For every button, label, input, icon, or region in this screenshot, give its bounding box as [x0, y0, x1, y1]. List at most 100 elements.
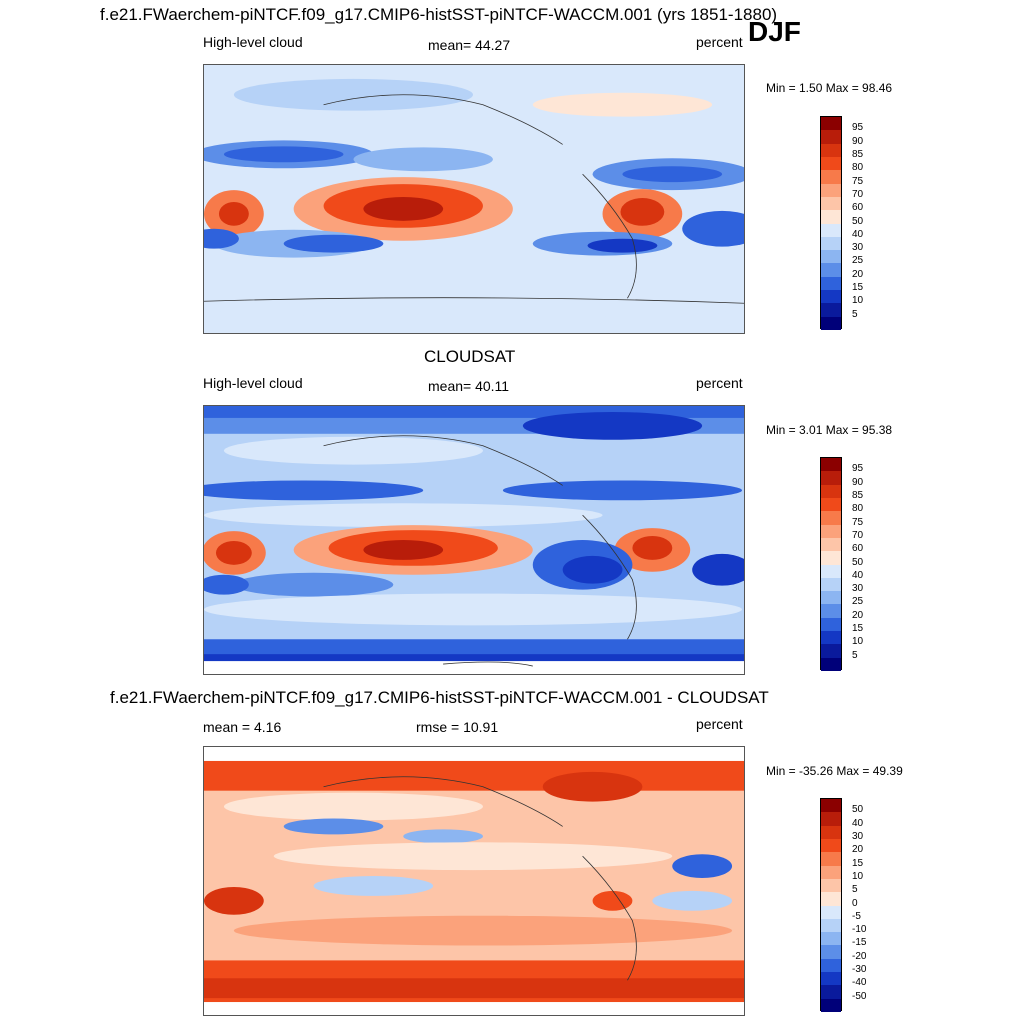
- panel2-colorbar: [820, 457, 842, 671]
- colorbar-label: 40: [852, 817, 864, 829]
- colorbar-label: 5: [852, 649, 858, 661]
- colorbar-cell: [821, 812, 841, 826]
- panel2-mean: mean= 40.11: [428, 378, 510, 394]
- colorbar-label: 85: [852, 489, 864, 501]
- panel1-colorbar: [820, 116, 842, 330]
- colorbar-label: -30: [852, 964, 867, 976]
- colorbar-label: 90: [852, 476, 864, 488]
- figure-title: f.e21.FWaerchem-piNTCF.f09_g17.CMIP6-his…: [100, 5, 778, 24]
- colorbar-cell: [821, 183, 841, 197]
- panel3-map: [203, 746, 745, 1016]
- colorbar-cell: [821, 471, 841, 485]
- colorbar-cell: [821, 852, 841, 866]
- panel1-variable: High-level cloud: [203, 34, 303, 50]
- colorbar-label: 10: [852, 636, 864, 648]
- colorbar-label: 20: [852, 844, 864, 856]
- colorbar-cell: [821, 564, 841, 578]
- colorbar-cell: [821, 631, 841, 645]
- colorbar-label: 5: [852, 884, 858, 896]
- colorbar-cell: [821, 156, 841, 171]
- colorbar-cell: [821, 130, 841, 144]
- colorbar-label: 10: [852, 295, 864, 307]
- colorbar-cell: [821, 838, 841, 853]
- colorbar-cell: [821, 905, 841, 919]
- colorbar-label: 30: [852, 242, 864, 254]
- colorbar-label: -15: [852, 937, 867, 949]
- panel3-rmse: rmse = 10.91: [416, 719, 499, 735]
- colorbar-label: 90: [852, 135, 864, 147]
- colorbar-label: 75: [852, 175, 864, 187]
- colorbar-label: 50: [852, 556, 864, 568]
- panel3-colorbar: [820, 798, 842, 1012]
- colorbar-label: 10: [852, 870, 864, 882]
- colorbar-cell: [821, 497, 841, 512]
- colorbar-label: 15: [852, 623, 864, 635]
- colorbar-cell: [821, 524, 841, 538]
- colorbar-cell: [821, 210, 841, 224]
- colorbar-label: 95: [852, 463, 864, 475]
- colorbar-cell: [821, 223, 841, 237]
- colorbar-cell: [821, 250, 841, 264]
- colorbar-label: 50: [852, 215, 864, 227]
- colorbar-label: -5: [852, 910, 861, 922]
- colorbar-label: 70: [852, 188, 864, 200]
- colorbar-label: 70: [852, 529, 864, 541]
- colorbar-cell: [821, 537, 841, 552]
- colorbar-label: 60: [852, 543, 864, 555]
- colorbar-cell: [821, 290, 841, 304]
- colorbar-label: 25: [852, 255, 864, 267]
- colorbar-cell: [821, 918, 841, 933]
- colorbar-cell: [821, 236, 841, 251]
- colorbar-cell: [821, 617, 841, 632]
- colorbar-cell: [821, 892, 841, 906]
- colorbar-label: 95: [852, 122, 864, 134]
- panel1-units: percent: [696, 34, 743, 50]
- colorbar-label: 50: [852, 804, 864, 816]
- colorbar-cell: [821, 484, 841, 498]
- colorbar-cell: [821, 511, 841, 525]
- colorbar-label: -10: [852, 924, 867, 936]
- colorbar-cell: [821, 958, 841, 973]
- colorbar-cell: [821, 117, 841, 131]
- colorbar-cell: [821, 458, 841, 472]
- colorbar-label: 0: [852, 897, 858, 909]
- colorbar-cell: [821, 825, 841, 839]
- colorbar-cell: [821, 657, 841, 671]
- panel2-variable: High-level cloud: [203, 375, 303, 391]
- panel3-units: percent: [696, 716, 743, 732]
- colorbar-label: -50: [852, 990, 867, 1002]
- panel3-mean: mean = 4.16: [203, 719, 282, 735]
- colorbar-cell: [821, 998, 841, 1012]
- colorbar-cell: [821, 799, 841, 813]
- colorbar-label: 85: [852, 148, 864, 160]
- panel2-units: percent: [696, 375, 743, 391]
- colorbar-label: 30: [852, 583, 864, 595]
- colorbar-label: 20: [852, 609, 864, 621]
- colorbar-cell: [821, 604, 841, 618]
- colorbar-cell: [821, 644, 841, 658]
- colorbar-label: 75: [852, 516, 864, 528]
- colorbar-cell: [821, 591, 841, 605]
- panel3-minmax: Min = -35.26 Max = 49.39: [766, 764, 903, 778]
- colorbar-cell: [821, 316, 841, 330]
- colorbar-cell: [821, 985, 841, 999]
- colorbar-label: 15: [852, 282, 864, 294]
- panel1-minmax: Min = 1.50 Max = 98.46: [766, 81, 893, 95]
- panel3-title: f.e21.FWaerchem-piNTCF.f09_g17.CMIP6-his…: [110, 688, 769, 707]
- colorbar-label: -40: [852, 977, 867, 989]
- colorbar-label: 80: [852, 503, 864, 515]
- panel2-minmax: Min = 3.01 Max = 95.38: [766, 423, 893, 437]
- colorbar-cell: [821, 945, 841, 959]
- colorbar-label: 20: [852, 268, 864, 280]
- colorbar-cell: [821, 170, 841, 184]
- colorbar-cell: [821, 143, 841, 157]
- colorbar-cell: [821, 551, 841, 565]
- season-label: DJF: [748, 16, 801, 47]
- colorbar-label: 40: [852, 569, 864, 581]
- colorbar-label: 25: [852, 596, 864, 608]
- colorbar-label: 15: [852, 857, 864, 869]
- colorbar-label: 40: [852, 228, 864, 240]
- panel2-map: [203, 405, 745, 675]
- colorbar-label: 30: [852, 830, 864, 842]
- colorbar-label: 60: [852, 202, 864, 214]
